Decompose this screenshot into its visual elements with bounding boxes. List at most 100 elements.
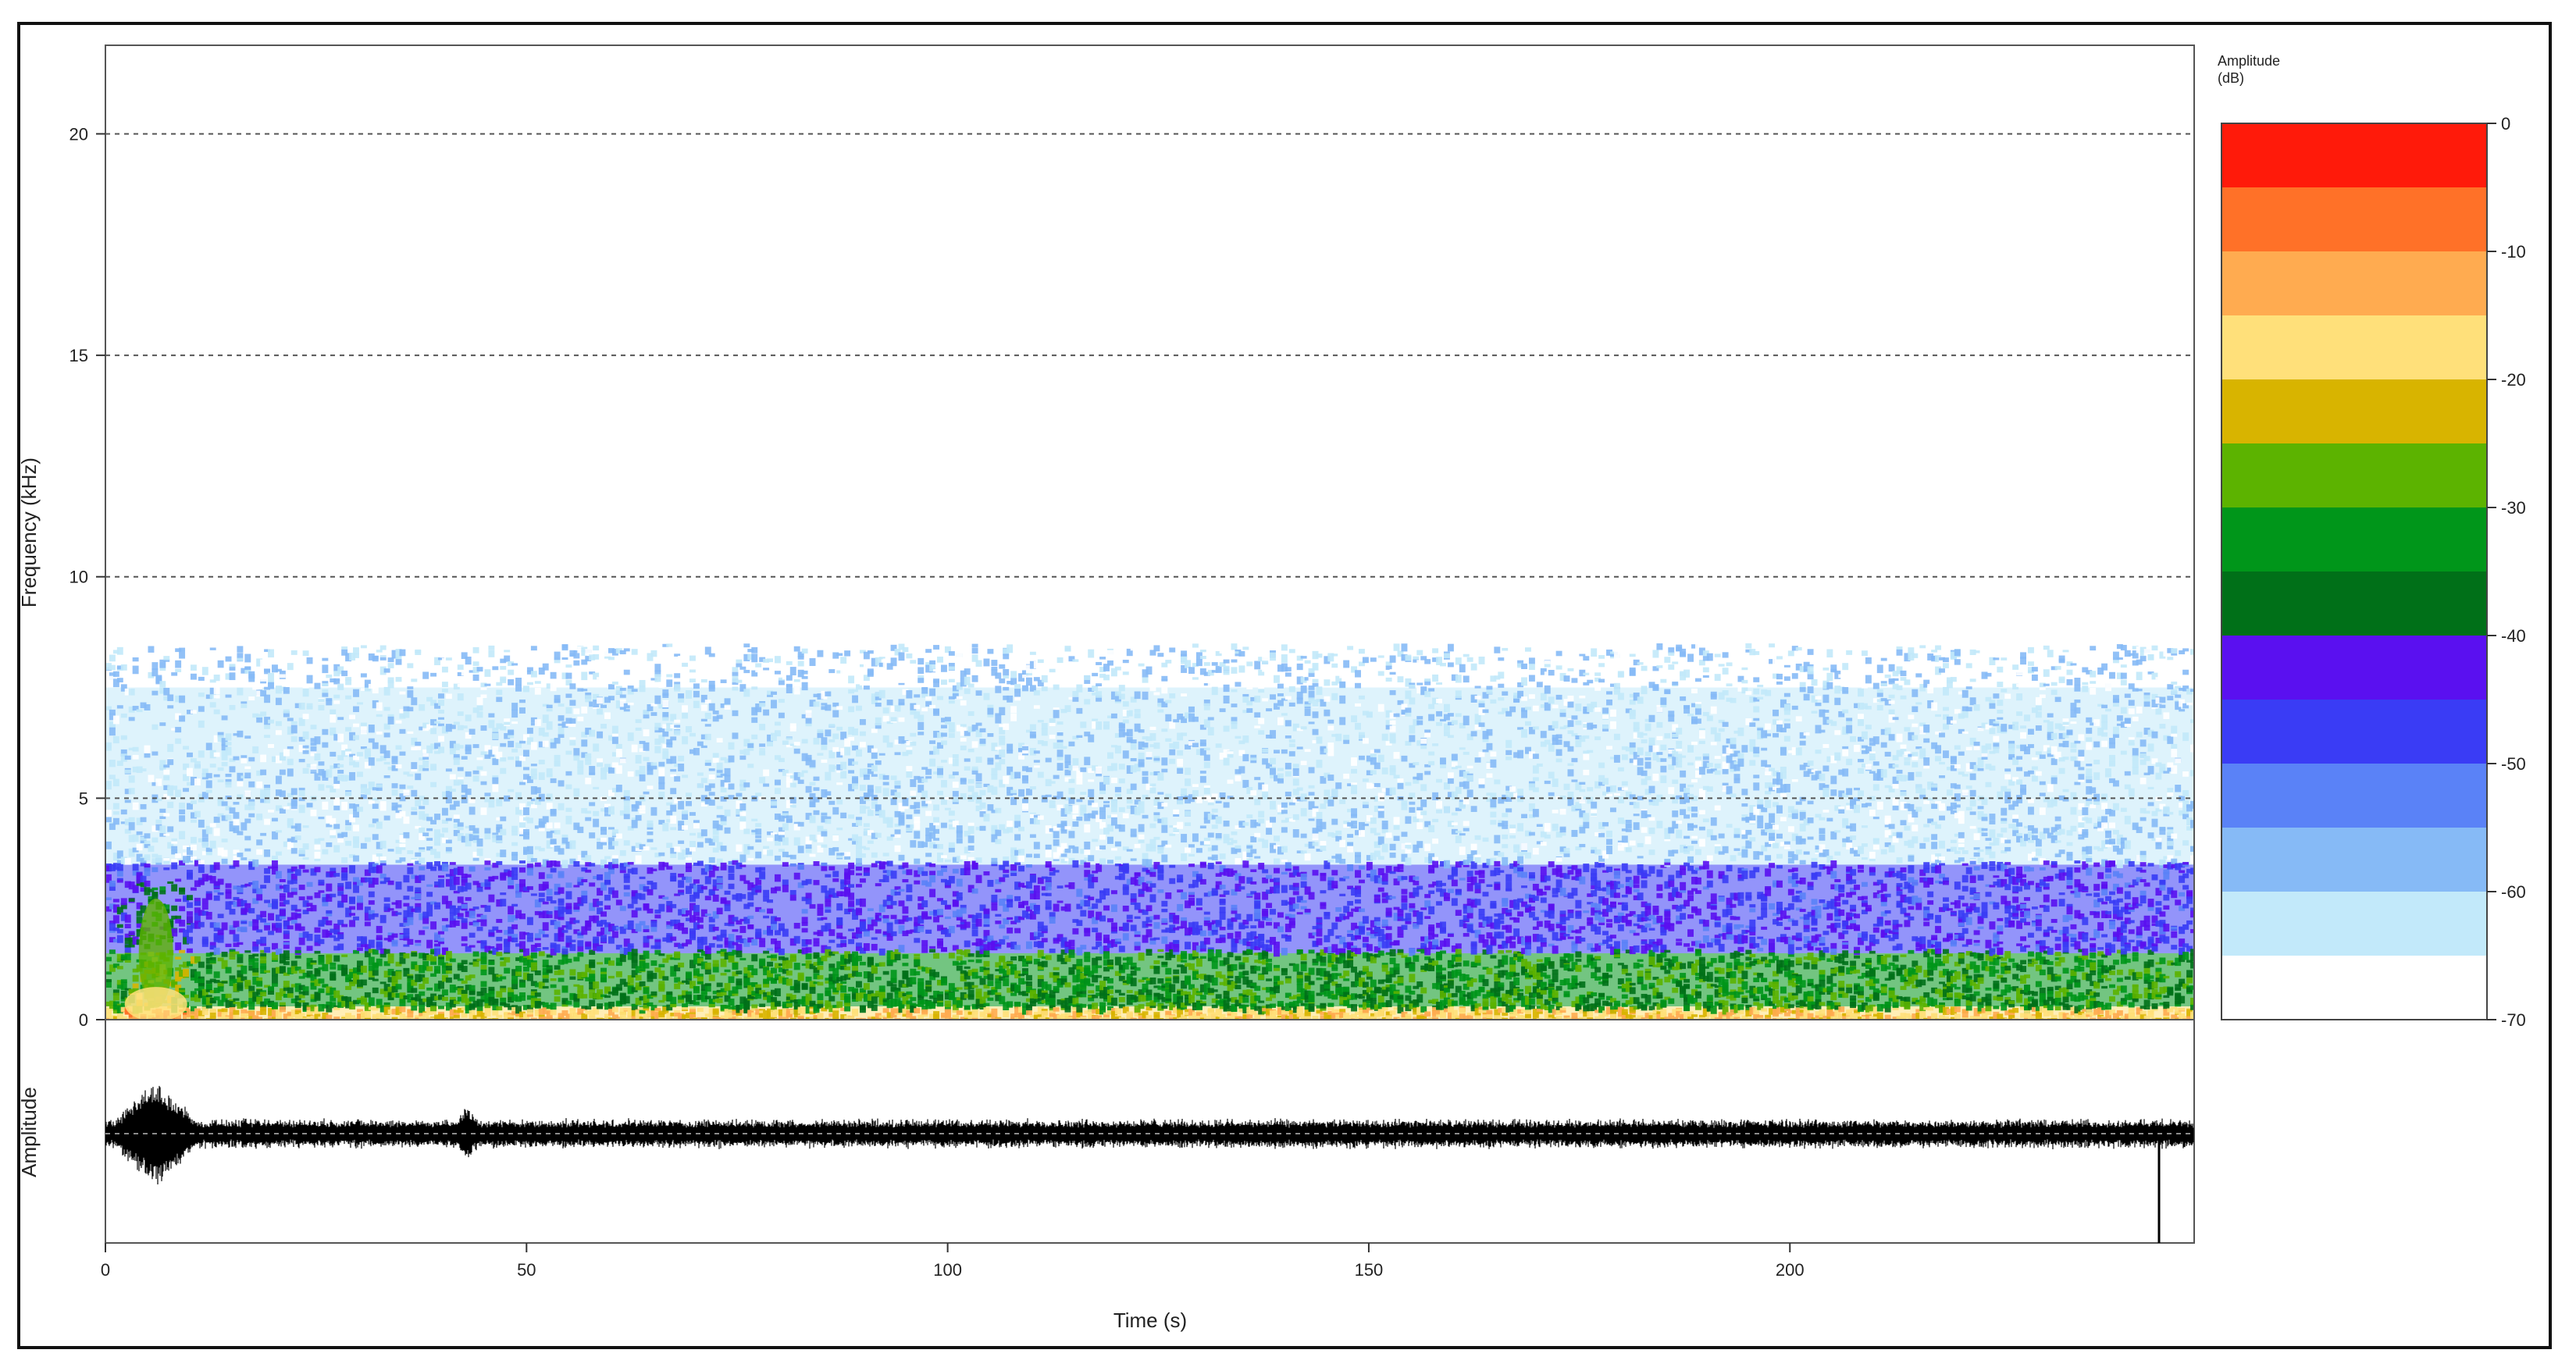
speckle-mark <box>736 950 742 957</box>
speckle-mark <box>790 890 796 895</box>
speckle-mark <box>256 888 262 895</box>
speckle-mark <box>244 950 251 953</box>
speckle-mark <box>755 663 761 667</box>
speckle-mark <box>550 778 557 783</box>
speckle-mark <box>593 787 599 789</box>
speckle-mark <box>341 867 347 872</box>
speckle-mark <box>315 736 321 744</box>
speckle-mark <box>565 935 572 938</box>
speckle-mark <box>674 846 680 852</box>
speckle-mark <box>701 746 707 748</box>
speckle-mark <box>113 993 119 1001</box>
speckle-mark <box>264 796 270 803</box>
speckle-mark <box>608 696 615 700</box>
speckle-mark <box>844 747 850 756</box>
speckle-mark <box>458 711 464 716</box>
speckle-mark <box>469 933 476 938</box>
speckle-mark <box>299 938 305 945</box>
speckle-mark <box>662 700 668 707</box>
speckle-mark <box>624 885 630 889</box>
speckle-mark <box>597 677 603 679</box>
speckle-mark <box>693 701 700 708</box>
speckle-mark <box>721 973 727 975</box>
speckle-mark <box>550 1010 557 1015</box>
speckle-mark <box>705 700 711 703</box>
speckle-mark <box>725 810 731 817</box>
speckle-mark <box>697 917 704 923</box>
speckle-mark <box>825 817 831 819</box>
speckle-mark <box>272 860 278 868</box>
speckle-mark <box>709 783 715 788</box>
speckle-mark <box>337 686 344 690</box>
speckle-mark <box>647 839 654 842</box>
speckle-mark <box>333 784 340 789</box>
speckle-mark <box>206 912 212 916</box>
speckle-mark <box>341 671 347 676</box>
speckle-mark <box>732 687 739 691</box>
speckle-mark <box>465 746 472 750</box>
speckle-mark <box>438 931 444 935</box>
speckle-mark <box>511 874 518 880</box>
speckle-mark <box>543 732 549 737</box>
speckle-mark <box>539 892 545 896</box>
speckle-mark <box>218 661 224 668</box>
speckle-mark <box>125 756 131 760</box>
speckle-mark <box>775 721 781 725</box>
speckle-mark <box>295 956 301 959</box>
speckle-mark <box>511 657 518 661</box>
speckle-mark <box>562 985 568 992</box>
speckle-mark <box>775 780 781 785</box>
speckle-mark <box>226 815 232 821</box>
speckle-mark <box>399 650 405 657</box>
speckle-mark <box>543 947 549 949</box>
speckle-mark <box>519 707 526 714</box>
speckle-mark <box>349 865 355 874</box>
speckle-mark <box>751 735 757 739</box>
speckle-mark <box>133 747 139 752</box>
speckle-mark <box>775 656 781 663</box>
speckle-mark <box>396 804 402 807</box>
speckle-mark <box>198 962 205 968</box>
speckle-mark <box>608 960 615 966</box>
speckle-mark <box>794 985 800 990</box>
speckle-mark <box>105 742 112 751</box>
speckle-mark <box>430 728 436 734</box>
speckle-mark <box>484 661 490 669</box>
speckle-mark <box>612 1007 618 1010</box>
speckle-mark <box>709 799 715 806</box>
speckle-mark <box>786 819 793 822</box>
speckle-mark <box>396 971 402 979</box>
speckle-mark <box>411 678 417 682</box>
speckle-mark <box>430 673 436 677</box>
speckle-mark <box>318 761 324 765</box>
speckle-mark <box>434 838 440 846</box>
speckle-mark <box>589 1000 595 1006</box>
speckle-mark <box>303 843 309 846</box>
speckle-mark <box>388 953 394 956</box>
speckle-mark <box>620 850 626 856</box>
speckle-mark <box>159 825 166 833</box>
speckle-mark <box>422 832 429 836</box>
speckle-mark <box>689 678 696 682</box>
speckle-mark <box>492 758 498 765</box>
speckle-mark <box>163 656 169 660</box>
speckle-mark <box>585 921 591 927</box>
speckle-mark <box>240 857 247 860</box>
speckle-mark <box>790 805 796 808</box>
speckle-mark <box>713 710 719 714</box>
speckle-mark <box>473 828 479 833</box>
speckle-mark <box>264 970 270 973</box>
speckle-mark <box>214 695 220 698</box>
speckle-mark <box>315 951 321 954</box>
speckle-mark <box>237 658 243 661</box>
speckle-mark <box>117 678 123 682</box>
speckle-mark <box>287 718 294 721</box>
speckle-mark <box>670 788 676 794</box>
speckle-mark <box>686 690 692 699</box>
speckle-mark <box>330 835 336 839</box>
speckle-mark <box>569 740 575 746</box>
speckle-mark <box>260 937 266 944</box>
speckle-mark <box>303 746 309 749</box>
speckle-mark <box>369 725 375 732</box>
speckle-mark <box>121 979 127 983</box>
